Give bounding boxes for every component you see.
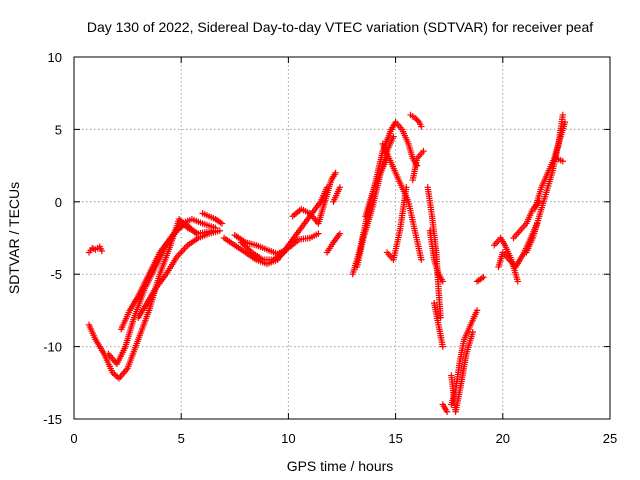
data-point bbox=[90, 245, 98, 253]
data-point bbox=[185, 223, 192, 230]
data-point bbox=[239, 240, 246, 247]
data-point bbox=[191, 229, 198, 236]
data-point bbox=[247, 247, 254, 255]
series-arc-11 bbox=[323, 230, 344, 256]
series-arc-9 bbox=[238, 234, 299, 263]
series-arc-27 bbox=[491, 234, 522, 285]
data-point bbox=[186, 224, 194, 232]
data-point bbox=[439, 278, 446, 285]
data-point bbox=[175, 215, 183, 223]
series-arc-23 bbox=[439, 401, 451, 415]
data-point bbox=[403, 184, 410, 191]
data-point bbox=[413, 116, 420, 123]
data-point bbox=[218, 220, 226, 227]
data-point bbox=[418, 256, 425, 263]
data-point bbox=[469, 328, 476, 336]
data-point bbox=[238, 239, 245, 246]
series-arc-21 bbox=[426, 227, 446, 285]
data-points bbox=[85, 111, 569, 415]
x-tick-label: 5 bbox=[178, 431, 185, 446]
y-tick-label: 0 bbox=[55, 195, 62, 210]
series-arc-22 bbox=[430, 299, 446, 350]
series-arc-12 bbox=[330, 184, 344, 205]
data-point bbox=[336, 184, 344, 191]
series-arc-6 bbox=[199, 210, 226, 227]
data-point bbox=[418, 123, 425, 130]
data-point bbox=[216, 227, 223, 234]
y-tick-label: -15 bbox=[43, 412, 62, 427]
series-arc-16 bbox=[379, 140, 425, 263]
data-point bbox=[390, 133, 397, 140]
series-arc-19 bbox=[409, 147, 427, 184]
data-point bbox=[245, 246, 253, 253]
data-point bbox=[112, 372, 120, 379]
y-axis-label: SDTVAR / TECUs bbox=[6, 182, 22, 294]
data-point bbox=[244, 244, 251, 252]
series-arc-15 bbox=[362, 155, 391, 220]
data-point bbox=[411, 114, 419, 122]
data-point bbox=[98, 247, 106, 255]
series-arc-17 bbox=[383, 184, 410, 263]
data-point bbox=[291, 234, 299, 242]
x-axis-label: GPS time / hours bbox=[287, 458, 394, 474]
data-point bbox=[242, 243, 250, 250]
data-point bbox=[437, 314, 444, 321]
y-tick-label: -5 bbox=[50, 267, 62, 282]
data-point bbox=[420, 147, 427, 155]
data-point bbox=[241, 242, 248, 249]
y-tick-label: -10 bbox=[43, 340, 62, 355]
data-point bbox=[559, 158, 567, 165]
data-point bbox=[443, 408, 451, 415]
data-point bbox=[183, 221, 191, 229]
series-arc-18 bbox=[407, 111, 425, 130]
y-tick-label: 5 bbox=[55, 122, 62, 137]
data-point bbox=[561, 118, 569, 126]
axis-ticks: 0 5 10 15 20 25 -15 -10 -5 0 5 10 bbox=[43, 50, 617, 446]
series-arc-31 bbox=[531, 118, 569, 213]
data-point bbox=[559, 111, 567, 119]
x-tick-label: 20 bbox=[496, 431, 510, 446]
x-tick-label: 25 bbox=[603, 431, 617, 446]
x-tick-label: 15 bbox=[388, 431, 402, 446]
series-arc-10 bbox=[289, 169, 339, 227]
data-point bbox=[480, 273, 487, 281]
series-arc-32 bbox=[553, 155, 567, 165]
data-point bbox=[439, 343, 446, 350]
data-point bbox=[189, 227, 197, 234]
y-tick-label: 10 bbox=[48, 50, 62, 65]
data-point bbox=[193, 230, 200, 237]
series-arc-25 bbox=[448, 307, 481, 408]
series-arc-4 bbox=[117, 215, 219, 333]
series-arc-1 bbox=[85, 243, 106, 256]
data-point bbox=[315, 230, 322, 237]
data-point bbox=[188, 226, 195, 233]
series-arc-26 bbox=[473, 273, 487, 285]
data-point bbox=[332, 169, 339, 177]
data-point bbox=[414, 117, 421, 124]
series-arc-5 bbox=[135, 227, 223, 321]
chart-title: Day 130 of 2022, Sidereal Day-to-day VTE… bbox=[87, 19, 593, 35]
plot-frame bbox=[73, 56, 611, 420]
data-point bbox=[336, 230, 344, 237]
data-point bbox=[514, 278, 522, 285]
data-point bbox=[473, 307, 481, 314]
x-tick-label: 0 bbox=[70, 431, 77, 446]
x-tick-label: 10 bbox=[281, 431, 295, 446]
